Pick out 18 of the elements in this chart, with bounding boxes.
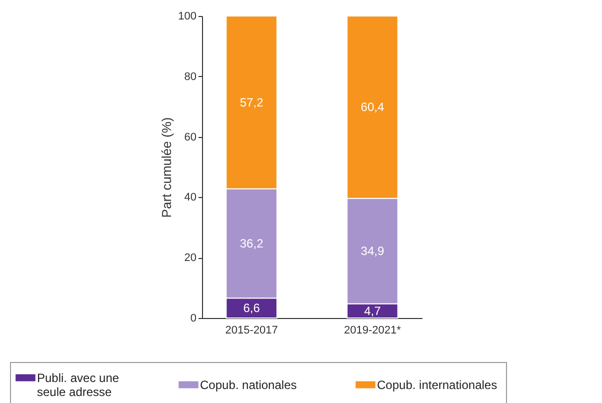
data-label: 60,4 [360, 100, 384, 114]
data-label: 57,2 [240, 95, 264, 110]
y-axis-title: Part cumulée (%) [159, 117, 174, 218]
data-label: 6,6 [243, 301, 260, 316]
y-tick-label: 20 [184, 252, 196, 264]
x-tick-label: 2019-2021* [344, 324, 402, 336]
x-tick-label: 2015-2017 [225, 324, 278, 336]
data-label: 34,9 [360, 244, 384, 258]
y-tick-label: 0 [190, 312, 196, 324]
y-tick-label: 100 [178, 10, 196, 22]
legend-label: Copub. internationales [377, 378, 498, 392]
data-label: 36,2 [240, 236, 264, 250]
y-tick-label: 60 [184, 131, 196, 144]
data-label: 4,7 [364, 304, 382, 318]
y-tick-label: 80 [184, 70, 196, 83]
legend-label: Copub. nationales [200, 378, 297, 392]
y-tick-label: 40 [184, 192, 196, 204]
legend-label: Publi. avec une seule adresse [37, 370, 120, 399]
